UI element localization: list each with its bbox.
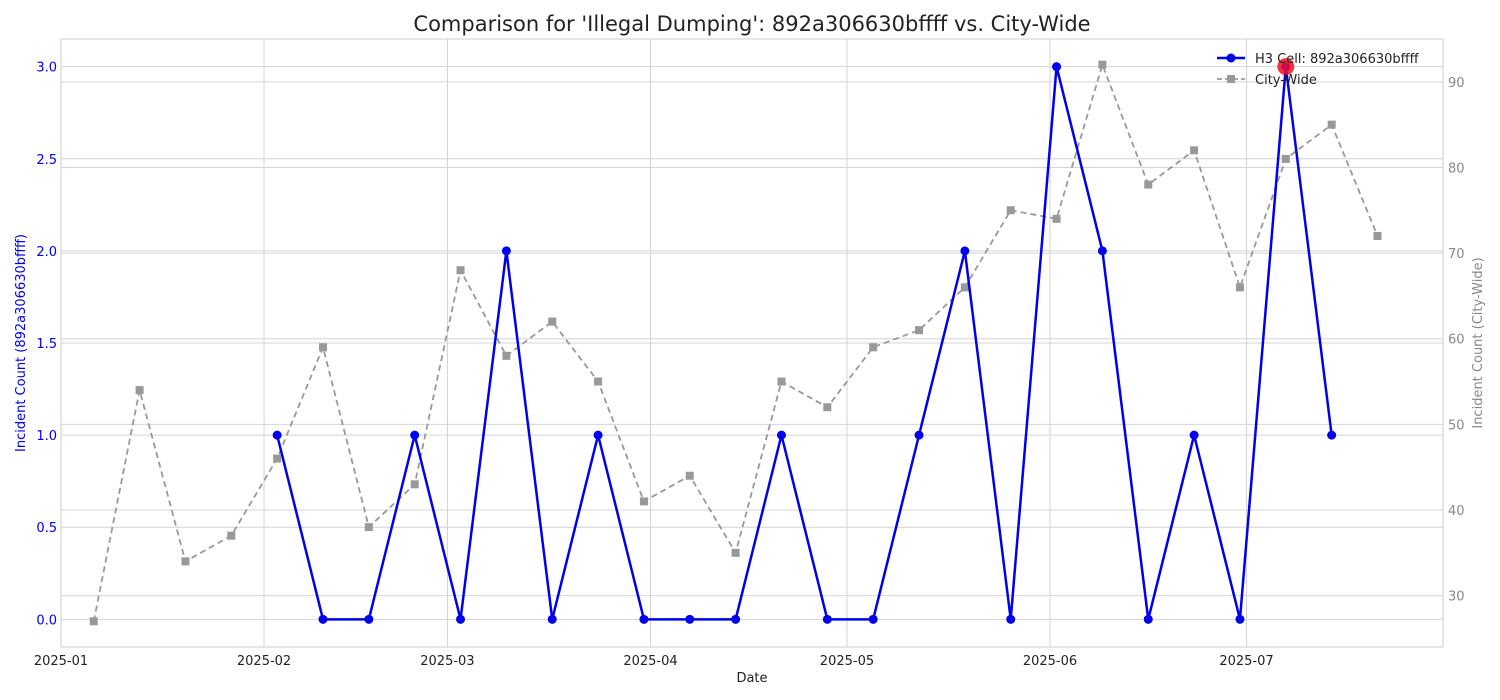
city-wide-point — [1327, 120, 1336, 129]
h3-cell-point — [1189, 430, 1199, 440]
plot-area — [60, 38, 1444, 648]
y-axis-right-label: Incident Count (City-Wide) — [1471, 257, 1486, 428]
x-tick-label: 2025-06 — [1023, 654, 1077, 669]
h3-cell-point — [272, 430, 282, 440]
y-right-tick-label: 30 — [1448, 590, 1465, 605]
y-left-tick-label: 1.5 — [36, 337, 57, 352]
h3-cell-point — [1143, 614, 1153, 624]
h3-cell-point — [639, 614, 649, 624]
h3-cell-point — [1006, 614, 1016, 624]
city-wide-point — [960, 283, 969, 292]
y-right-tick-label: 70 — [1448, 247, 1465, 262]
h3-cell-point — [593, 430, 603, 440]
h3-cell-point — [1235, 614, 1245, 624]
city-wide-point — [548, 317, 557, 326]
y-right-tick-label: 50 — [1448, 418, 1465, 433]
y-left-tick-label: 0.5 — [36, 521, 57, 536]
h3-cell-point — [1052, 62, 1062, 72]
city-wide-point — [869, 343, 878, 352]
city-wide-point — [1098, 60, 1107, 69]
city-wide-point — [685, 471, 694, 480]
h3-cell-point — [731, 614, 741, 624]
city-wide-point — [318, 343, 327, 352]
highlight-marker — [1277, 58, 1295, 76]
y-right-tick-label: 40 — [1448, 504, 1465, 519]
h3-cell-point — [1327, 430, 1337, 440]
legend-marker-city — [1227, 75, 1235, 83]
h3-cell-point — [868, 614, 878, 624]
city-wide-point — [273, 454, 282, 463]
h3-cell-point — [1097, 246, 1107, 256]
h3-cell-point — [547, 614, 557, 624]
y-left-tick-label: 3.0 — [36, 61, 57, 76]
city-wide-point — [1190, 146, 1199, 155]
y-axis-left-ticks: 0.0 0.5 1.0 1.5 2.0 2.5 3.0 — [36, 61, 57, 629]
y-right-tick-label: 90 — [1448, 76, 1465, 91]
legend: H3 Cell: 892a306630bffff City-Wide — [1217, 52, 1420, 88]
h3-cell-point — [364, 614, 374, 624]
y-left-tick-label: 2.0 — [36, 245, 57, 260]
city-wide-point — [410, 480, 419, 489]
chart-title: Comparison for 'Illegal Dumping': 892a30… — [413, 12, 1090, 36]
h3-cell-point — [776, 430, 786, 440]
city-wide-point — [502, 351, 511, 360]
city-wide-point — [823, 403, 832, 412]
h3-cell-point — [501, 246, 511, 256]
h3-cell-point — [914, 430, 924, 440]
x-tick-label: 2025-05 — [820, 654, 874, 669]
city-wide-point — [456, 266, 465, 275]
city-wide-point — [731, 548, 740, 557]
series-city-wide — [89, 60, 1382, 626]
h3-cell-line — [275, 66, 1333, 621]
legend-marker-cell — [1226, 53, 1236, 63]
series-h3-cell — [272, 62, 1337, 624]
h3-cell-point — [318, 614, 328, 624]
city-wide-point — [181, 557, 190, 566]
x-axis-ticks: 2025-01 2025-02 2025-03 2025-04 2025-05 2025-… — [34, 654, 1274, 669]
h3-cell-point — [822, 614, 832, 624]
x-axis-label: Date — [736, 671, 767, 686]
city-wide-point — [89, 617, 98, 626]
city-wide-point — [1144, 180, 1153, 189]
x-tick-label: 2025-04 — [623, 654, 677, 669]
h3-cell-point — [685, 614, 695, 624]
city-wide-point — [364, 523, 373, 532]
city-wide-point — [135, 386, 144, 395]
city-wide-point — [1052, 214, 1061, 223]
h3-cell-point — [410, 430, 420, 440]
x-tick-label: 2025-02 — [237, 654, 291, 669]
city-wide-point — [227, 531, 236, 540]
city-wide-point — [1373, 231, 1382, 240]
legend-label-city: City-Wide — [1255, 73, 1317, 88]
city-wide-point — [1235, 283, 1244, 292]
y-left-tick-label: 2.5 — [36, 153, 57, 168]
x-tick-label: 2025-07 — [1219, 654, 1273, 669]
city-wide-point — [1006, 206, 1015, 215]
highlight-marker-group — [1277, 58, 1295, 76]
city-wide-point — [639, 497, 648, 506]
city-wide-point — [1281, 154, 1290, 163]
h3-cell-point — [456, 614, 466, 624]
x-tick-label: 2025-01 — [34, 654, 88, 669]
y-right-tick-label: 60 — [1448, 333, 1465, 348]
city-wide-point — [777, 377, 786, 386]
legend-label-cell: H3 Cell: 892a306630bffff — [1255, 52, 1420, 67]
city-wide-point — [594, 377, 603, 386]
y-axis-right-ticks: 30 40 50 60 70 80 90 — [1448, 76, 1465, 605]
y-left-tick-label: 0.0 — [36, 613, 57, 628]
x-tick-label: 2025-03 — [420, 654, 474, 669]
h3-cell-point — [960, 246, 970, 256]
city-wide-point — [915, 326, 924, 335]
y-axis-left-label: Incident Count (892a306630bffff) — [14, 234, 29, 452]
y-left-tick-label: 1.0 — [36, 429, 57, 444]
y-right-tick-label: 80 — [1448, 161, 1465, 176]
